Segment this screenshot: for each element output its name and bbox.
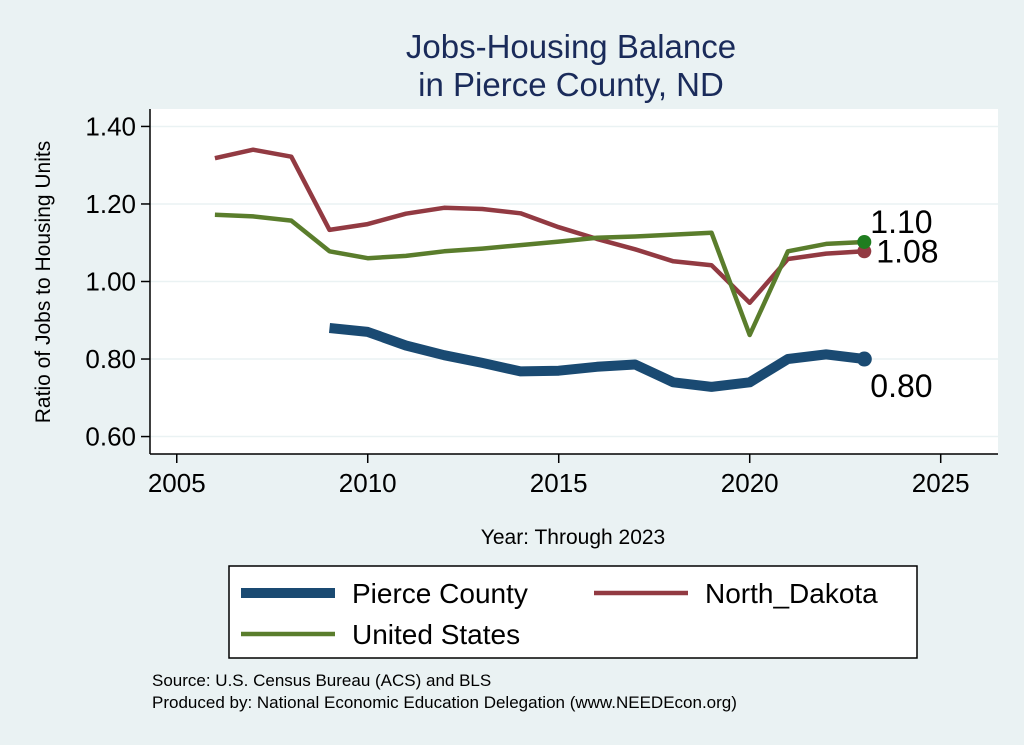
x-axis-ticks: 2005 2010 2015 2020 2025 bbox=[148, 454, 970, 498]
y-tick-label: 1.00 bbox=[85, 267, 136, 297]
y-tick-label: 1.20 bbox=[85, 189, 136, 219]
series-line-north-dakota bbox=[214, 147, 865, 306]
chart-title-line-1: Jobs-Housing Balance bbox=[406, 28, 736, 65]
y-tick-label: 1.40 bbox=[85, 111, 136, 141]
series-line-pierce-county bbox=[328, 323, 865, 392]
end-label-united-states: 1.10 bbox=[870, 204, 932, 240]
legend: Pierce County North_Dakota United States bbox=[241, 578, 878, 650]
legend-label-united-states: United States bbox=[352, 619, 520, 650]
legend-box bbox=[228, 565, 918, 659]
x-tick-label: 2015 bbox=[530, 468, 588, 498]
x-tick-label: 2005 bbox=[148, 468, 206, 498]
end-point-united-states bbox=[857, 234, 872, 249]
y-axis-title: Ratio of Jobs to Housing Units bbox=[32, 141, 55, 423]
end-markers: 0.80 1.081.10 bbox=[856, 204, 939, 404]
x-tick-label: 2010 bbox=[339, 468, 397, 498]
series-lines bbox=[214, 147, 865, 392]
source-note: Source: U.S. Census Bureau (ACS) and BLS bbox=[152, 671, 491, 690]
legend-label-north-dakota: North_Dakota bbox=[705, 578, 878, 609]
chart-title-line-2: in Pierce County, ND bbox=[418, 66, 724, 103]
x-axis-title: Year: Through 2023 bbox=[481, 526, 666, 549]
x-tick-label: 2020 bbox=[721, 468, 779, 498]
end-label-pierce-county: 0.80 bbox=[870, 368, 932, 404]
gridlines bbox=[150, 125, 998, 438]
y-axis-ticks: 0.60 0.80 1.00 1.20 1.40 bbox=[85, 111, 150, 452]
series-line-united-states bbox=[214, 212, 865, 338]
producer-note: Produced by: National Economic Education… bbox=[152, 693, 737, 712]
legend-label-pierce-county: Pierce County bbox=[352, 578, 528, 609]
y-tick-label: 0.60 bbox=[85, 422, 136, 452]
end-point-pierce-county bbox=[856, 351, 872, 367]
y-tick-label: 0.80 bbox=[85, 344, 136, 374]
x-tick-label: 2025 bbox=[912, 468, 970, 498]
end-label-north-dakota: 1.08 bbox=[876, 233, 938, 269]
